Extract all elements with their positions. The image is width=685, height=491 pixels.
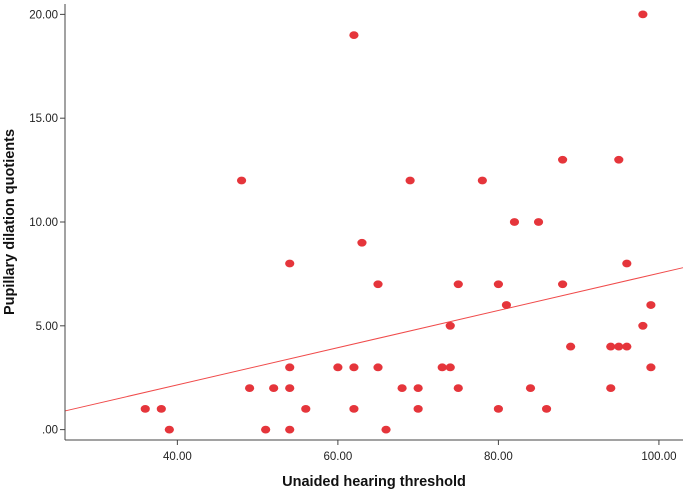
data-point xyxy=(453,280,463,289)
y-tick-label: .00 xyxy=(42,425,58,437)
fit-line-layer xyxy=(64,267,684,412)
data-point xyxy=(140,404,150,413)
data-point xyxy=(373,363,383,372)
data-point xyxy=(285,363,295,372)
data-point xyxy=(373,280,383,289)
data-point xyxy=(525,384,536,392)
data-point xyxy=(606,384,616,392)
data-point xyxy=(349,363,359,372)
data-point xyxy=(349,31,359,40)
data-point xyxy=(285,425,295,434)
data-point xyxy=(301,404,311,413)
x-tick-label: 60.00 xyxy=(323,451,352,463)
data-point xyxy=(381,425,391,434)
y-tick-label: 20.00 xyxy=(29,9,58,21)
data-point xyxy=(477,176,487,185)
x-axis-title: Unaided hearing threshold xyxy=(282,474,466,490)
data-point xyxy=(493,404,504,413)
data-point xyxy=(493,280,504,289)
data-point xyxy=(236,176,247,185)
data-point xyxy=(638,321,648,330)
y-tick-label: 10.00 xyxy=(29,217,58,229)
data-point xyxy=(285,384,295,392)
data-point xyxy=(558,280,568,289)
fit-line xyxy=(64,267,684,412)
data-point xyxy=(269,384,279,392)
plot-background xyxy=(65,4,683,440)
data-point xyxy=(646,301,656,309)
data-point xyxy=(413,384,423,392)
data-point xyxy=(445,321,455,330)
x-tick-label: 100.00 xyxy=(641,451,676,463)
data-point xyxy=(614,342,624,351)
ticks-layer: 40.00 60.00 80.00 100.00 .00 5.00 10.00 15.00 20… xyxy=(29,9,676,463)
data-point xyxy=(501,301,512,309)
x-tick-label: 40.00 xyxy=(163,451,192,463)
data-point xyxy=(509,218,520,226)
data-point xyxy=(285,259,295,268)
data-point xyxy=(413,404,423,413)
data-point xyxy=(453,384,463,392)
data-point xyxy=(533,218,544,226)
data-point xyxy=(333,363,343,372)
data-point xyxy=(646,363,656,372)
data-point xyxy=(164,425,174,434)
data-point xyxy=(558,155,568,164)
data-point xyxy=(445,363,455,372)
data-point xyxy=(437,363,447,372)
y-tick-label: 15.00 xyxy=(29,113,58,125)
data-point xyxy=(566,342,576,351)
data-point xyxy=(606,342,616,351)
data-point xyxy=(622,342,632,351)
data-point xyxy=(622,259,632,268)
y-tick-label: 5.00 xyxy=(36,321,58,333)
data-point xyxy=(614,155,624,164)
data-point xyxy=(638,10,648,19)
data-point xyxy=(244,384,255,392)
data-point xyxy=(357,238,367,247)
y-axis-title: Pupillary dilation quotients xyxy=(2,129,18,315)
data-point xyxy=(405,176,415,185)
data-point xyxy=(349,404,359,413)
data-point xyxy=(156,404,166,413)
x-tick-label: 80.00 xyxy=(484,451,513,463)
data-point xyxy=(541,404,552,413)
data-points-layer xyxy=(140,10,656,434)
data-point xyxy=(397,384,407,392)
data-point xyxy=(261,425,271,434)
